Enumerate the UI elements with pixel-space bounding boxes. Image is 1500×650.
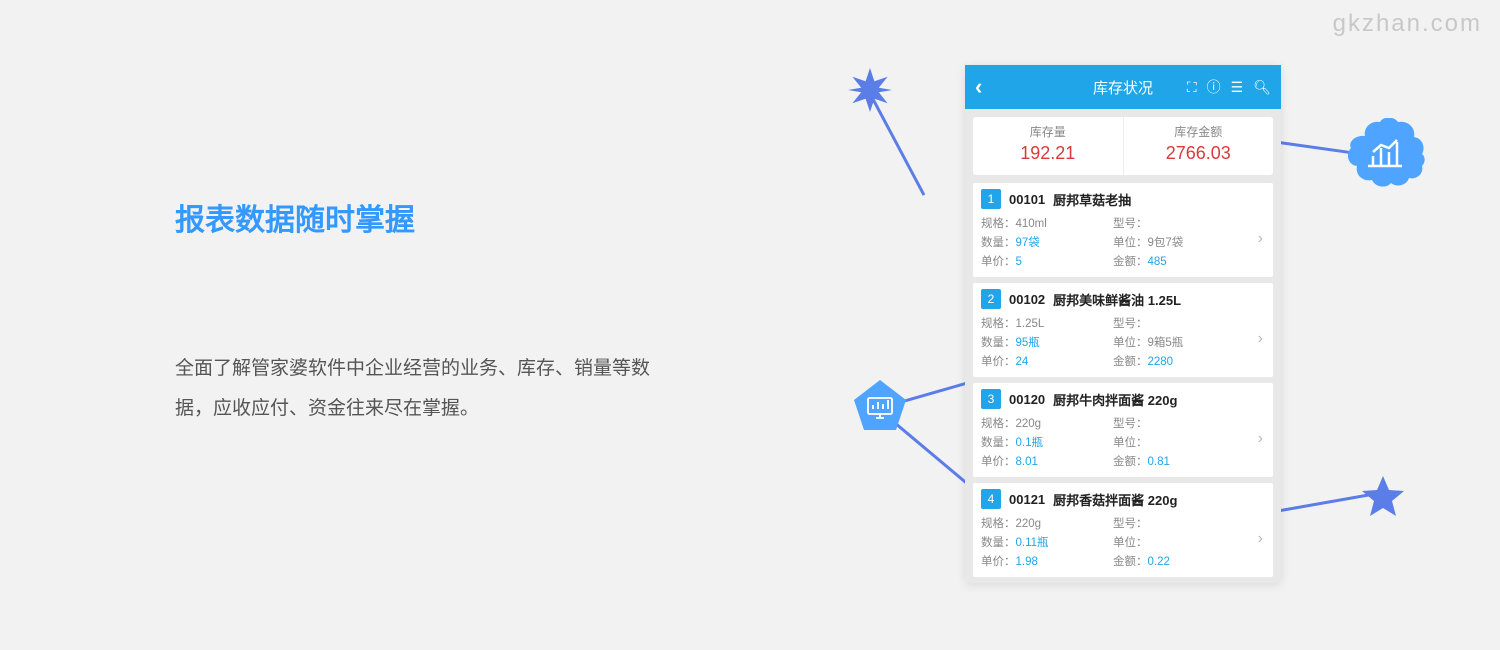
item-name: 厨邦香菇拌面酱 220g	[1053, 490, 1177, 509]
watermark-text: gkzhan.com	[1333, 10, 1482, 38]
qty-label: 数量：	[981, 537, 1016, 549]
back-icon[interactable]: ‹	[975, 74, 982, 100]
summary-inventory-amount[interactable]: 库存金额 2766.03	[1124, 117, 1274, 175]
item-name: 厨邦草菇老抽	[1053, 190, 1131, 209]
item-code: 00120	[1009, 392, 1045, 407]
spec-value: 1.25L	[1016, 318, 1045, 330]
item-name: 厨邦美味鲜酱油 1.25L	[1053, 290, 1181, 309]
spec-label: 规格：	[981, 318, 1016, 330]
qty-value: 97袋	[1016, 237, 1040, 249]
item-code: 00101	[1009, 192, 1045, 207]
spec-label: 规格：	[981, 218, 1016, 230]
price-label: 单价：	[981, 256, 1016, 268]
cloud-chart-icon	[1340, 118, 1430, 188]
summary-label: 库存量	[973, 123, 1123, 140]
summary-value: 2766.03	[1124, 143, 1274, 164]
scan-icon[interactable]: ⛶	[1187, 79, 1197, 96]
amount-label: 金额：	[1113, 356, 1148, 368]
price-label: 单价：	[981, 456, 1016, 468]
item-number-badge: 3	[981, 389, 1001, 409]
amount-value: 0.81	[1148, 456, 1170, 468]
item-code: 00121	[1009, 492, 1045, 507]
inventory-item[interactable]: 4 00121 厨邦香菇拌面酱 220g 规格：220g 型号： 数量：0.11…	[973, 483, 1273, 577]
search-icon[interactable]: 🔍︎	[1253, 79, 1271, 96]
summary-label: 库存金额	[1124, 123, 1274, 140]
item-name: 厨邦牛肉拌面酱 220g	[1053, 390, 1177, 409]
unit-value: 9箱5瓶	[1148, 337, 1184, 349]
price-value: 1.98	[1016, 556, 1038, 568]
inventory-item-list: 1 00101 厨邦草菇老抽 规格：410ml 型号： 数量：97袋 单位：9包…	[965, 183, 1281, 577]
item-number-badge: 2	[981, 289, 1001, 309]
qty-label: 数量：	[981, 237, 1016, 249]
phone-mockup: ‹ 库存状况 ⛶ ⓘ ☰ 🔍︎ 库存量 192.21 库存金额 2766.03 …	[965, 65, 1281, 583]
summary-inventory-qty[interactable]: 库存量 192.21	[973, 117, 1124, 175]
model-label: 型号：	[1113, 218, 1148, 230]
amount-value: 485	[1148, 256, 1167, 268]
inventory-item[interactable]: 2 00102 厨邦美味鲜酱油 1.25L 规格：1.25L 型号： 数量：95…	[973, 283, 1273, 377]
item-number-badge: 1	[981, 189, 1001, 209]
model-label: 型号：	[1113, 518, 1148, 530]
price-value: 24	[1016, 356, 1029, 368]
chevron-right-icon: ›	[1258, 530, 1263, 548]
item-number-badge: 4	[981, 489, 1001, 509]
price-value: 5	[1016, 256, 1022, 268]
amount-value: 2280	[1148, 356, 1174, 368]
unit-label: 单位：	[1113, 237, 1148, 249]
inventory-item[interactable]: 3 00120 厨邦牛肉拌面酱 220g 规格：220g 型号： 数量：0.1瓶…	[973, 383, 1273, 477]
pentagon-monitor-icon	[852, 378, 908, 434]
description-text: 全面了解管家婆软件中企业经营的业务、库存、销量等数据，应收应付、资金往来尽在掌握…	[175, 349, 655, 429]
summary-value: 192.21	[973, 143, 1123, 164]
qty-value: 95瓶	[1016, 337, 1040, 349]
model-label: 型号：	[1113, 418, 1148, 430]
item-code: 00102	[1009, 292, 1045, 307]
spec-label: 规格：	[981, 518, 1016, 530]
spec-label: 规格：	[981, 418, 1016, 430]
unit-label: 单位：	[1113, 537, 1148, 549]
unit-label: 单位：	[1113, 337, 1148, 349]
price-label: 单价：	[981, 556, 1016, 568]
info-icon[interactable]: ⓘ	[1207, 77, 1221, 97]
price-value: 8.01	[1016, 456, 1038, 468]
qty-label: 数量：	[981, 337, 1016, 349]
price-label: 单价：	[981, 356, 1016, 368]
spec-value: 220g	[1016, 518, 1042, 530]
chevron-right-icon: ›	[1258, 330, 1263, 348]
amount-value: 0.22	[1148, 556, 1170, 568]
unit-value: 9包7袋	[1148, 237, 1184, 249]
spec-value: 410ml	[1016, 218, 1047, 230]
burst-decoration-icon	[848, 68, 892, 112]
amount-label: 金额：	[1113, 256, 1148, 268]
qty-label: 数量：	[981, 437, 1016, 449]
headline-text: 报表数据随时掌握	[175, 195, 655, 239]
summary-panel: 库存量 192.21 库存金额 2766.03	[973, 117, 1273, 175]
amount-label: 金额：	[1113, 556, 1148, 568]
qty-value: 0.11瓶	[1016, 537, 1049, 549]
qty-value: 0.1瓶	[1016, 437, 1044, 449]
amount-label: 金额：	[1113, 456, 1148, 468]
chevron-right-icon: ›	[1258, 430, 1263, 448]
app-header: ‹ 库存状况 ⛶ ⓘ ☰ 🔍︎	[965, 65, 1281, 109]
decorative-line	[1275, 493, 1374, 513]
chevron-right-icon: ›	[1258, 230, 1263, 248]
star-decoration-icon	[1360, 474, 1406, 520]
left-text-section: 报表数据随时掌握 全面了解管家婆软件中企业经营的业务、库存、销量等数据，应收应付…	[175, 195, 655, 429]
model-label: 型号：	[1113, 318, 1148, 330]
inventory-item[interactable]: 1 00101 厨邦草菇老抽 规格：410ml 型号： 数量：97袋 单位：9包…	[973, 183, 1273, 277]
list-icon[interactable]: ☰	[1231, 79, 1244, 96]
unit-label: 单位：	[1113, 437, 1148, 449]
spec-value: 220g	[1016, 418, 1042, 430]
